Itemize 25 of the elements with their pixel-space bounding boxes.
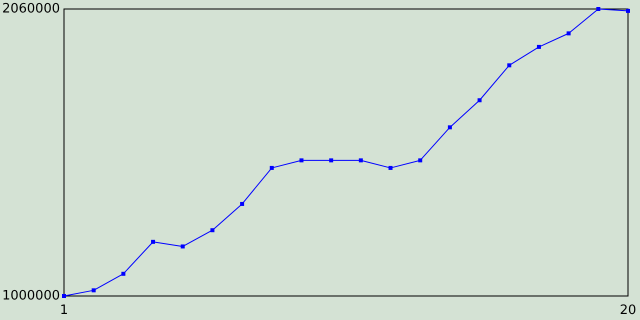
point <box>151 240 156 244</box>
point <box>418 158 422 162</box>
point <box>507 63 512 68</box>
x-tick-label: 1 <box>60 303 68 318</box>
point <box>270 166 274 170</box>
point <box>388 166 393 170</box>
point <box>240 202 244 206</box>
y-tick-label: 1000000 <box>2 288 60 304</box>
point <box>566 31 571 36</box>
x-tick-label: 20 <box>620 303 636 318</box>
line-series <box>62 7 630 298</box>
point <box>92 288 96 292</box>
point <box>299 158 304 162</box>
point <box>62 294 66 298</box>
point <box>329 158 334 162</box>
point <box>180 244 185 248</box>
point <box>358 158 363 162</box>
point <box>596 7 600 11</box>
y-tick-label: 2060000 <box>2 2 60 16</box>
point <box>210 228 214 232</box>
point <box>121 272 126 276</box>
point <box>536 44 541 49</box>
point <box>448 125 452 130</box>
point <box>478 98 482 102</box>
point <box>626 8 630 13</box>
